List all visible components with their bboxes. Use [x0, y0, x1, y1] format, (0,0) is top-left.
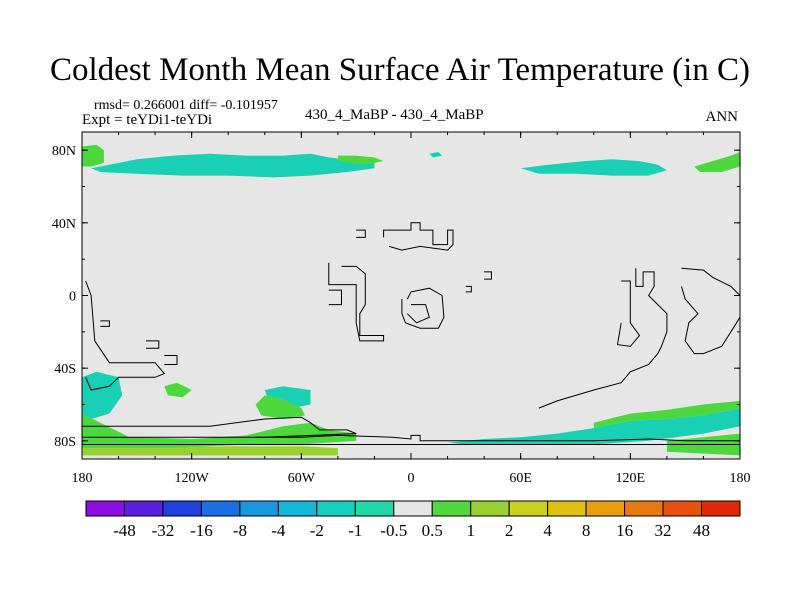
- colorbar-label: -48: [113, 521, 136, 540]
- colorbar-label: 32: [655, 521, 672, 540]
- contour-small-dot-3: [465, 285, 472, 293]
- contour-africa-inner-ring: [406, 304, 430, 324]
- stats-label: rmsd= 0.266001 diff= -0.101957: [94, 98, 278, 113]
- colorbar-swatch: [508, 500, 549, 517]
- x-tick-label: 120W: [175, 471, 210, 486]
- region-arctic-eurasia: [520, 159, 667, 176]
- contour-south-america-small: [146, 340, 160, 349]
- shaded-regions-layer: [82, 144, 740, 456]
- colorbar-swatch: [200, 500, 241, 517]
- contour-australia: [681, 267, 740, 355]
- contour-north-africa-outline: [383, 222, 454, 251]
- colorbar-swatch: [316, 500, 356, 517]
- colorbar-label: -32: [152, 521, 175, 540]
- colorbar-label: 16: [616, 521, 633, 540]
- colorbar-label: -8: [233, 521, 247, 540]
- map-plot-area: [81, 131, 741, 460]
- map-background: [82, 132, 740, 459]
- colorbar-swatch: [431, 500, 472, 517]
- x-tick-label: 180: [730, 471, 751, 486]
- colorbar: -48 -32 -16 -8 -4 -2 -1 -0.5 0.5 1 2 4 8 16 32 48: [85, 500, 741, 540]
- contour-asia-inner: [616, 280, 641, 347]
- y-tick-label: 0: [69, 290, 76, 305]
- colorbar-swatch: [393, 500, 433, 517]
- contour-south-america: [85, 280, 166, 391]
- contour-antarctica-line-2: [255, 434, 740, 442]
- colorbar-swatch: [123, 500, 164, 517]
- contour-antarctica-line-1: [82, 416, 357, 438]
- colorbar-label: 0.5: [422, 521, 443, 540]
- contour-small-dot-2: [484, 271, 492, 280]
- y-tick-label: 80S: [54, 435, 76, 450]
- region-arctic-chukotka: [82, 144, 104, 167]
- region-bellingshausen-green: [255, 395, 305, 419]
- region-ross-sea-yellow: [82, 446, 338, 456]
- colorbar-label: -2: [310, 521, 324, 540]
- x-tick-label: 0: [408, 471, 415, 486]
- contour-south-atlantic: [164, 355, 178, 365]
- colorbar-swatch: [354, 500, 395, 517]
- x-tick-label: 180: [72, 471, 93, 486]
- season-label: ANN: [705, 109, 739, 125]
- contour-west-block: [328, 289, 342, 306]
- region-arctic-east-siberia: [694, 152, 740, 172]
- region-antarctic-east: [447, 408, 740, 445]
- x-tick-label: 60E: [509, 471, 532, 486]
- colorbar-swatch: [162, 500, 202, 517]
- colorbar-swatch: [470, 500, 510, 517]
- colorbar-swatch: [277, 500, 318, 517]
- colorbar-label: -1: [348, 521, 362, 540]
- colorbar-label: -4: [271, 521, 286, 540]
- colorbar-label: 2: [505, 521, 514, 540]
- y-tick-label: 80N: [52, 144, 76, 159]
- colorbar-label: -16: [190, 521, 213, 540]
- contour-lines-layer: [82, 222, 740, 445]
- contour-asia-coast: [538, 268, 668, 409]
- contour-africa-east: [401, 287, 445, 329]
- colorbar-swatch: [624, 500, 664, 517]
- case-label: 430_4_MaBP - 430_4_MaBP: [305, 107, 484, 123]
- x-tick-label: 120E: [616, 471, 646, 486]
- colorbar-label: 1: [466, 521, 475, 540]
- axes-layer: 180 120W 60W 0 60E 120E 180 80N 40N 0 40S 80S: [52, 132, 751, 486]
- y-tick-label: 40N: [52, 217, 76, 232]
- region-antarctic-east-green: [593, 400, 740, 429]
- region-north-atlantic-dot: [429, 152, 443, 158]
- contour-west-dot: [100, 320, 110, 327]
- colorbar-label: 4: [543, 521, 552, 540]
- colorbar-swatch: [239, 500, 279, 517]
- contour-small-dot-1: [356, 229, 366, 238]
- colorbar-label: 48: [693, 521, 710, 540]
- colorbar-swatch: [85, 500, 125, 517]
- colorbar-swatch: [662, 500, 703, 517]
- x-tick-label: 60W: [288, 471, 316, 486]
- region-south-pacific-mid: [164, 382, 192, 398]
- contour-africa-west: [328, 262, 385, 342]
- colorbar-swatch: [547, 500, 587, 517]
- chart-title: Coldest Month Mean Surface Air Temperatu…: [50, 52, 750, 88]
- colorbar-label: 8: [582, 521, 591, 540]
- colorbar-swatch: [585, 500, 626, 517]
- region-arctic-north-america: [91, 153, 375, 178]
- experiment-label: Expt = teYDi1-teYDi: [82, 112, 213, 128]
- colorbar-label: -0.5: [380, 521, 407, 540]
- y-tick-label: 40S: [54, 362, 76, 377]
- colorbar-swatch: [701, 500, 741, 517]
- region-weddell-green: [82, 422, 357, 449]
- region-arctic-north-america-green-east: [337, 155, 384, 165]
